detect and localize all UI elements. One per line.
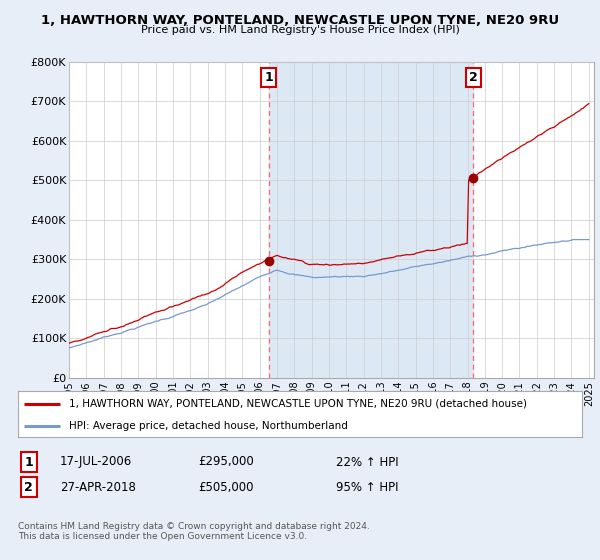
Text: 1: 1 xyxy=(265,71,274,84)
Text: £295,000: £295,000 xyxy=(198,455,254,469)
Text: 1: 1 xyxy=(25,455,33,469)
Text: £505,000: £505,000 xyxy=(198,480,254,494)
Bar xyxy=(269,62,473,378)
Text: Price paid vs. HM Land Registry's House Price Index (HPI): Price paid vs. HM Land Registry's House … xyxy=(140,25,460,35)
Text: 2: 2 xyxy=(25,480,33,494)
Text: 2: 2 xyxy=(469,71,478,84)
Text: 1, HAWTHORN WAY, PONTELAND, NEWCASTLE UPON TYNE, NE20 9RU: 1, HAWTHORN WAY, PONTELAND, NEWCASTLE UP… xyxy=(41,14,559,27)
Text: 1, HAWTHORN WAY, PONTELAND, NEWCASTLE UPON TYNE, NE20 9RU (detached house): 1, HAWTHORN WAY, PONTELAND, NEWCASTLE UP… xyxy=(69,399,527,409)
Text: HPI: Average price, detached house, Northumberland: HPI: Average price, detached house, Nort… xyxy=(69,421,347,431)
Text: 95% ↑ HPI: 95% ↑ HPI xyxy=(336,480,398,494)
Text: 27-APR-2018: 27-APR-2018 xyxy=(60,480,136,494)
Text: 17-JUL-2006: 17-JUL-2006 xyxy=(60,455,132,469)
Text: Contains HM Land Registry data © Crown copyright and database right 2024.
This d: Contains HM Land Registry data © Crown c… xyxy=(18,522,370,542)
Text: 22% ↑ HPI: 22% ↑ HPI xyxy=(336,455,398,469)
